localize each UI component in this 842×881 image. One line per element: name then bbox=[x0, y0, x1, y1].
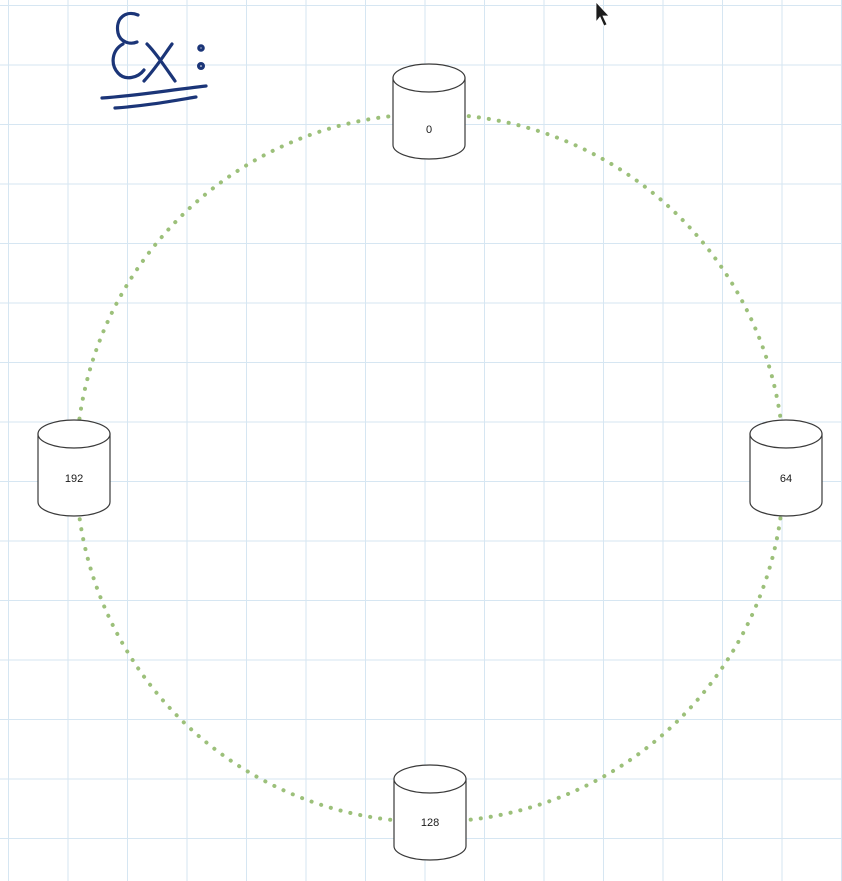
hash-ring bbox=[74, 112, 786, 824]
database-node-0: 0 bbox=[392, 63, 466, 160]
node-label: 0 bbox=[426, 124, 432, 136]
annotation-underline-2 bbox=[113, 95, 198, 110]
node-label: 64 bbox=[780, 473, 792, 485]
node-label: 128 bbox=[421, 817, 439, 829]
annotation-colon-top bbox=[197, 44, 205, 52]
annotation-colon-bottom bbox=[197, 61, 206, 70]
annotation-underline-1 bbox=[100, 84, 208, 100]
database-node-192: 192 bbox=[37, 419, 111, 517]
database-node-128: 128 bbox=[393, 764, 467, 861]
mouse-pointer-icon bbox=[595, 0, 610, 27]
handwritten-annotation: Ex: bbox=[100, 11, 208, 110]
node-label: 192 bbox=[65, 473, 83, 485]
annotation-stroke-e bbox=[111, 11, 146, 80]
database-node-64: 64 bbox=[749, 419, 823, 517]
annotation-stroke-x bbox=[142, 42, 177, 83]
